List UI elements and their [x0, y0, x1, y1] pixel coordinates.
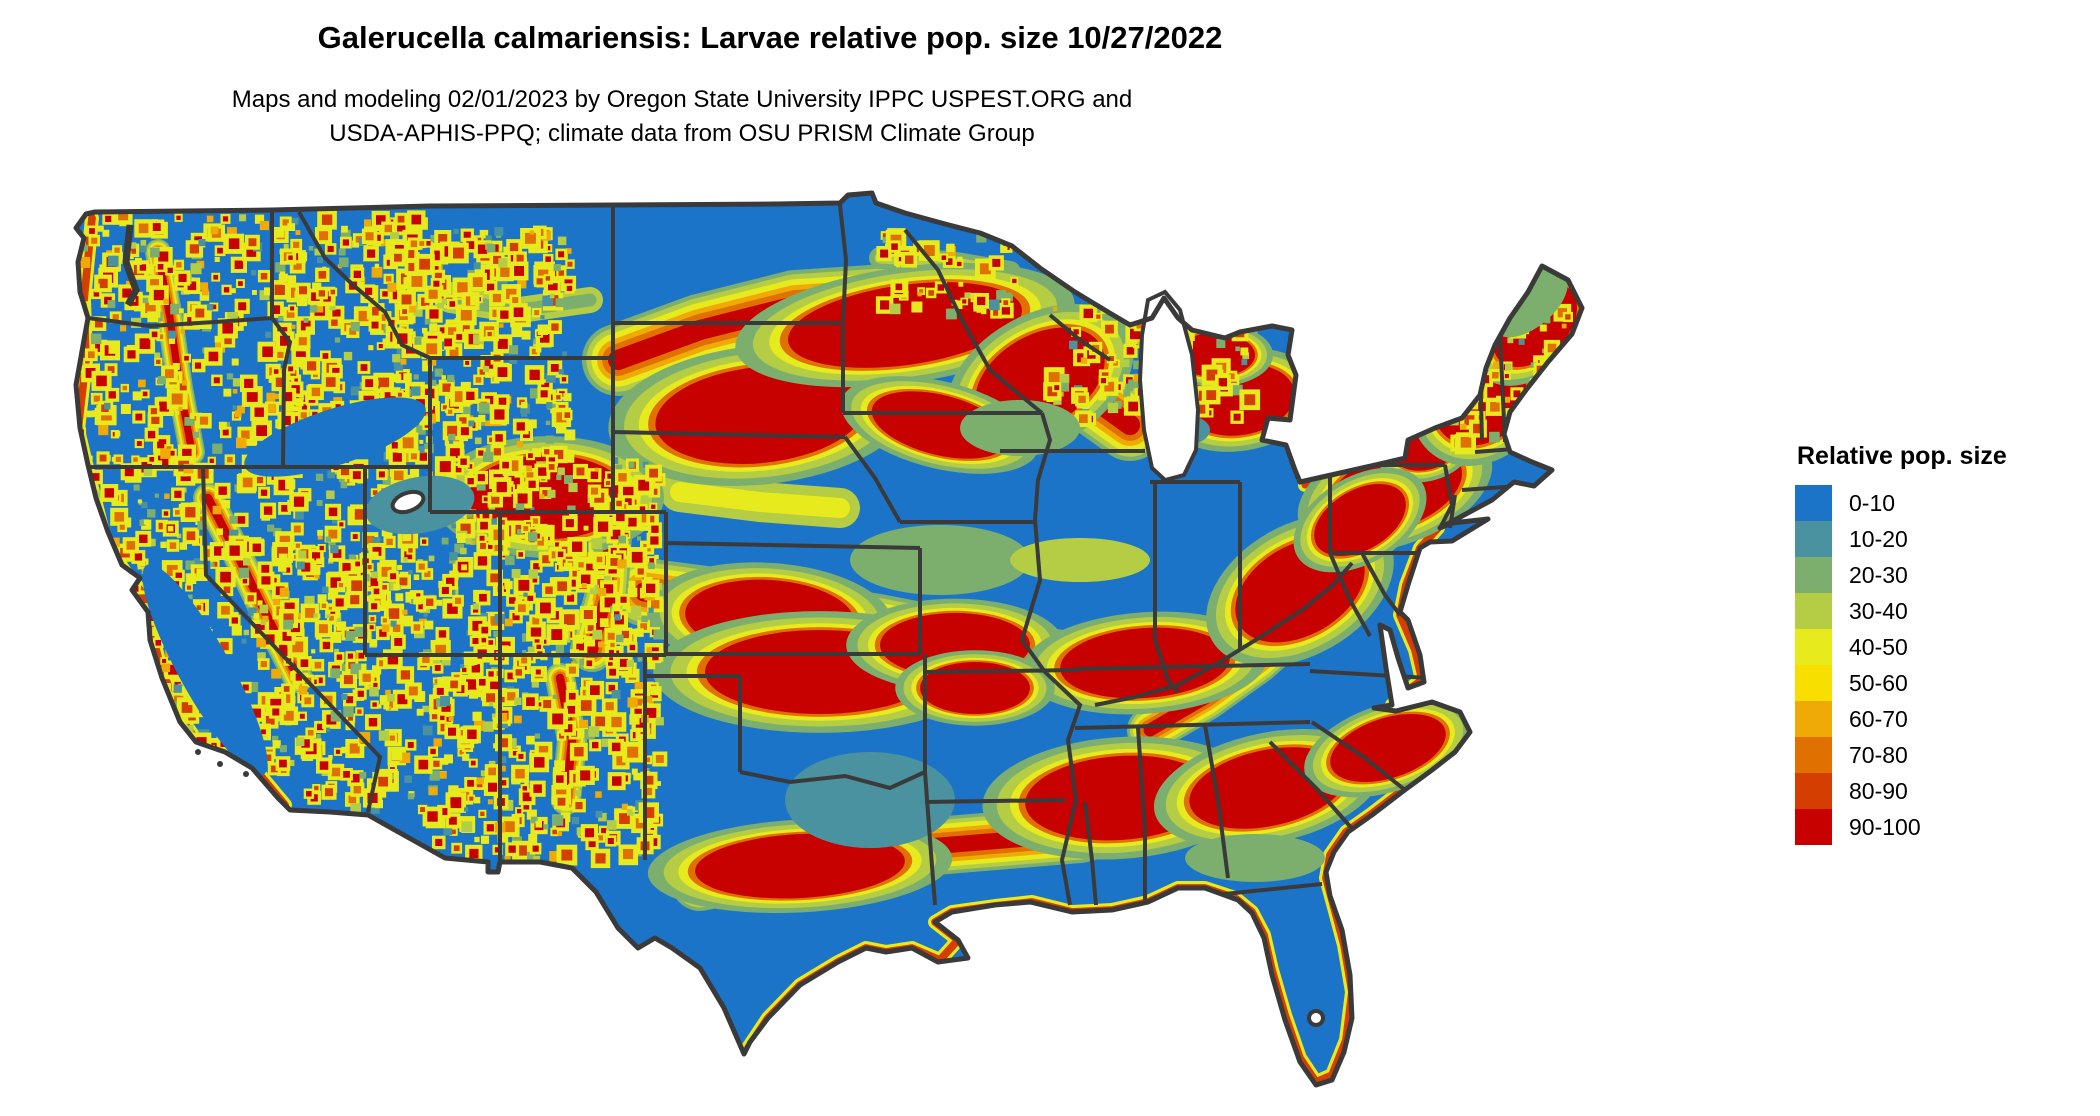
- legend-item: 0-10: [1795, 485, 2095, 521]
- lake-michigan: [1137, 289, 1201, 483]
- channel-island: [243, 771, 249, 777]
- great-salt-lake: [390, 489, 426, 515]
- legend-swatch-icon: [1795, 773, 1832, 809]
- legend-item: 90-100: [1795, 809, 2095, 845]
- subtitle-line-2: USDA-APHIS-PPQ; climate data from OSU PR…: [329, 120, 1035, 147]
- legend-item: 20-30: [1795, 557, 2095, 593]
- legend-label: 30-40: [1849, 597, 1908, 624]
- puget-sound: [122, 224, 140, 307]
- legend-title: Relative pop. size: [1797, 442, 2007, 470]
- legend-item: 30-40: [1795, 593, 2095, 629]
- legend-swatch-icon: [1795, 557, 1832, 593]
- legend-item: 40-50: [1795, 629, 2095, 665]
- lakes: [390, 289, 1325, 1027]
- legend-swatch-icon: [1795, 629, 1832, 665]
- legend-label: 20-30: [1849, 561, 1908, 588]
- legend-swatch-icon: [1795, 521, 1832, 557]
- legend-label: 0-10: [1849, 489, 1896, 516]
- legend-label: 60-70: [1849, 705, 1908, 732]
- subtitle-line-1: Maps and modeling 02/01/2023 by Oregon S…: [231, 86, 1133, 113]
- legend-label: 90-100: [1849, 813, 1921, 840]
- lake-okeechobee: [1307, 1009, 1325, 1027]
- legend-item: 80-90: [1795, 773, 2095, 809]
- legend-item: 70-80: [1795, 737, 2095, 773]
- legend-item: 50-60: [1795, 665, 2095, 701]
- channel-island: [195, 749, 201, 755]
- legend-label: 70-80: [1849, 741, 1908, 768]
- legend-swatch-icon: [1795, 701, 1832, 737]
- legend-label: 80-90: [1849, 777, 1908, 804]
- legend-label: 10-20: [1849, 525, 1908, 552]
- mountain-speckle-texture: [76, 205, 1574, 869]
- legend-swatch-icon: [1795, 593, 1832, 629]
- legend-label: 40-50: [1849, 633, 1908, 660]
- coast-details: [122, 224, 249, 777]
- legend-swatch-icon: [1795, 737, 1832, 773]
- page-title: Galerucella calmariensis: Larvae relativ…: [317, 20, 1223, 55]
- legend-item: 60-70: [1795, 701, 2095, 737]
- legend-swatch-icon: [1795, 809, 1832, 845]
- legend-item: 10-20: [1795, 521, 2095, 557]
- legend: Relative pop. size 0-10 10-20 20-30 30-40 40…: [1795, 442, 2095, 845]
- legend-items: 0-10 10-20 20-30 30-40 40-50 50-60 60-70 70-80 8…: [1795, 485, 2095, 845]
- legend-swatch-icon: [1795, 485, 1832, 521]
- channel-island: [217, 761, 223, 767]
- legend-label: 50-60: [1849, 669, 1908, 696]
- legend-swatch-icon: [1795, 665, 1832, 701]
